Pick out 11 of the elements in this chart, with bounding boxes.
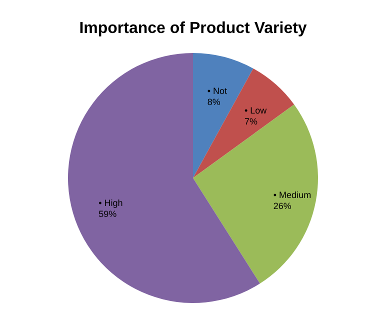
data-label: 8% bbox=[207, 96, 220, 107]
data-label: 26% bbox=[273, 200, 292, 211]
data-label: 7% bbox=[244, 116, 258, 126]
slice-label: • High bbox=[98, 198, 123, 208]
pie-slice bbox=[193, 104, 318, 284]
data-label: 59% bbox=[98, 209, 117, 220]
slice-label: • Medium bbox=[273, 190, 312, 200]
slice-label: • Low bbox=[244, 105, 268, 116]
pie-slice bbox=[193, 68, 294, 178]
slice-label: • Not bbox=[207, 86, 228, 96]
chart-title: Importance of Product Variety bbox=[79, 20, 307, 37]
